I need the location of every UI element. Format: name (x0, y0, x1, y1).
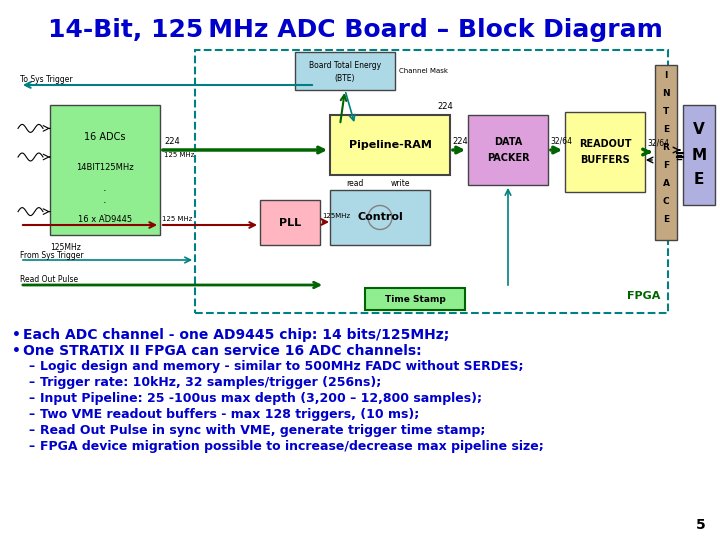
Bar (50, 105, 160, 235)
Text: Channel Mask: Channel Mask (399, 68, 448, 74)
Text: .: . (103, 183, 107, 193)
Text: T: T (663, 106, 669, 116)
Text: Pipeline-RAM: Pipeline-RAM (348, 140, 431, 150)
Text: 14-Bit, 125 MHz ADC Board – Block Diagram: 14-Bit, 125 MHz ADC Board – Block Diagra… (48, 18, 662, 42)
Text: 16 x AD9445: 16 x AD9445 (78, 215, 132, 224)
Text: –: – (28, 440, 34, 453)
Text: 125MHz: 125MHz (50, 243, 81, 252)
Text: 224: 224 (452, 137, 468, 146)
Bar (655, 65, 677, 240)
Text: E: E (663, 125, 669, 133)
Text: F: F (663, 160, 669, 170)
Text: read: read (346, 179, 364, 188)
Text: –: – (28, 360, 34, 373)
Text: PLL: PLL (279, 218, 301, 227)
Text: 32/64: 32/64 (550, 137, 572, 146)
Text: Control: Control (357, 213, 403, 222)
Text: N: N (662, 89, 670, 98)
Bar (195, 50, 668, 313)
Text: DATA: DATA (494, 137, 522, 147)
Text: To Sys Trigger: To Sys Trigger (20, 76, 73, 84)
Bar (365, 288, 465, 310)
Bar (330, 190, 430, 245)
Text: I: I (665, 71, 667, 79)
Text: M: M (691, 147, 706, 163)
Text: FPGA device migration possible to increase/decrease max pipeline size;: FPGA device migration possible to increa… (40, 440, 544, 453)
Text: 125MHz: 125MHz (322, 213, 350, 219)
Text: E: E (694, 172, 704, 187)
Text: C: C (662, 197, 670, 206)
Text: 5: 5 (696, 518, 706, 532)
Bar (468, 115, 548, 185)
Bar (565, 112, 645, 192)
Text: –: – (28, 392, 34, 405)
Text: FPGA: FPGA (626, 291, 660, 301)
Text: Read Out Pulse: Read Out Pulse (20, 275, 78, 285)
Text: V: V (693, 123, 705, 138)
Text: 224: 224 (437, 102, 453, 111)
Text: One STRATIX II FPGA can service 16 ADC channels:: One STRATIX II FPGA can service 16 ADC c… (23, 344, 422, 358)
Text: Board Total Energy: Board Total Energy (309, 61, 381, 70)
Text: READOUT: READOUT (579, 139, 631, 149)
Text: BUFFERS: BUFFERS (580, 155, 630, 165)
Text: From Sys Trigger: From Sys Trigger (20, 251, 84, 260)
Text: 16 ADCs: 16 ADCs (84, 132, 126, 143)
Text: Each ADC channel - one AD9445 chip: 14 bits/125MHz;: Each ADC channel - one AD9445 chip: 14 b… (23, 328, 449, 342)
Bar (330, 115, 450, 175)
Text: PACKER: PACKER (487, 153, 529, 163)
Text: E: E (663, 214, 669, 224)
Text: Trigger rate: 10kHz, 32 samples/trigger (256ns);: Trigger rate: 10kHz, 32 samples/trigger … (40, 376, 382, 389)
Text: write: write (390, 179, 410, 188)
Text: .: . (103, 207, 107, 217)
Text: 224: 224 (164, 137, 180, 146)
Text: 125 MHz: 125 MHz (162, 216, 192, 222)
Text: •: • (12, 328, 21, 342)
Text: Two VME readout buffers - max 128 triggers, (10 ms);: Two VME readout buffers - max 128 trigge… (40, 408, 419, 421)
Text: 125 MHz: 125 MHz (164, 152, 194, 158)
Text: A: A (662, 179, 670, 187)
Bar (295, 52, 395, 90)
Text: –: – (28, 424, 34, 437)
Text: 14BIT125MHz: 14BIT125MHz (76, 163, 134, 172)
Text: 32/64: 32/64 (647, 139, 669, 148)
Text: –: – (28, 376, 34, 389)
Text: Time Stamp: Time Stamp (384, 294, 446, 303)
Bar (260, 200, 320, 245)
Text: Read Out Pulse in sync with VME, generate trigger time stamp;: Read Out Pulse in sync with VME, generat… (40, 424, 485, 437)
Text: .: . (103, 195, 107, 205)
Text: R: R (662, 143, 670, 152)
Bar (683, 105, 715, 205)
Text: –: – (28, 408, 34, 421)
Text: Input Pipeline: 25 -100us max depth (3,200 – 12,800 samples);: Input Pipeline: 25 -100us max depth (3,2… (40, 392, 482, 405)
Text: •: • (12, 344, 21, 358)
Text: Logic design and memory - similar to 500MHz FADC without SERDES;: Logic design and memory - similar to 500… (40, 360, 523, 373)
Text: (BTE): (BTE) (335, 74, 355, 83)
